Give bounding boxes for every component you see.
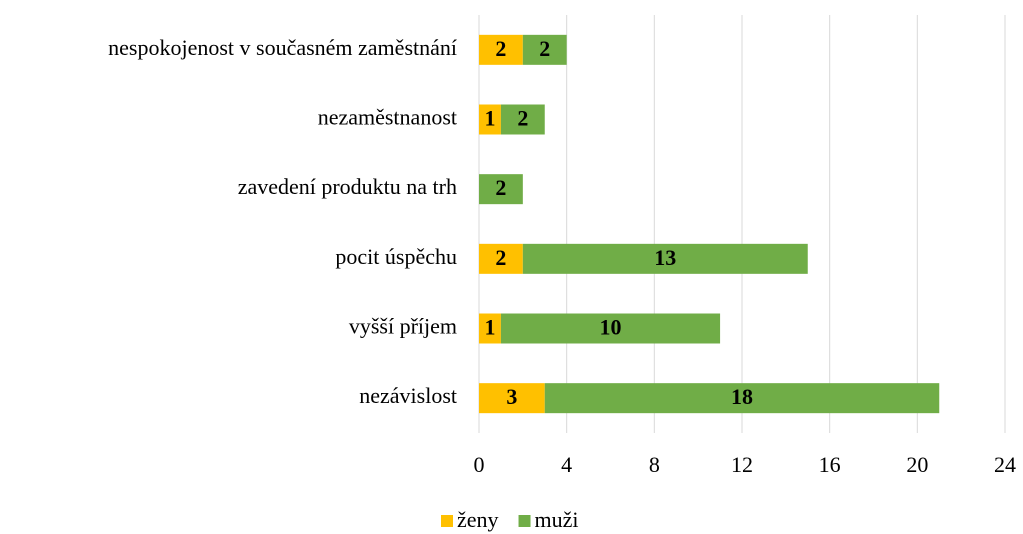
bar-segment [500,104,545,135]
bar-segment [522,34,567,65]
bar-segment [479,104,501,135]
bar-segment [522,243,808,274]
data-label: 2 [539,36,550,61]
bar-segment [479,174,523,205]
data-label: 2 [495,36,506,61]
y-tick-label: vyšší příjem [349,314,457,339]
data-label: 13 [654,245,676,270]
x-tick-label: 8 [649,452,660,477]
legend-label: muži [535,507,579,532]
x-tick-label: 0 [474,452,485,477]
data-label: 1 [484,106,495,131]
bar-segment [479,243,523,274]
y-tick-label: nezávislost [359,383,457,408]
legend-swatch [441,515,453,527]
legend-swatch [518,515,531,527]
bar-segment [479,313,501,344]
y-tick-label: nespokojenost v současném zaměstnání [108,35,457,60]
data-label: 2 [517,106,528,131]
x-tick-label: 16 [819,452,841,477]
legend-label: ženy [457,507,499,532]
data-label: 10 [600,315,622,340]
x-tick-label: 4 [561,452,572,477]
data-label: 3 [506,384,517,409]
y-tick-label: nezaměstnanost [318,105,457,130]
bar-segment [479,383,545,414]
x-tick-label: 20 [906,452,928,477]
data-label: 2 [495,175,506,200]
data-label: 2 [495,245,506,270]
y-tick-label: pocit úspěchu [335,244,457,269]
bar-segment [500,313,721,344]
x-tick-label: 12 [731,452,753,477]
data-label: 1 [484,315,495,340]
bar-segment [544,383,940,414]
y-tick-label: zavedení produktu na trh [238,174,457,199]
bar-segment [479,34,523,65]
x-tick-label: 24 [994,452,1016,477]
data-label: 18 [731,384,753,409]
